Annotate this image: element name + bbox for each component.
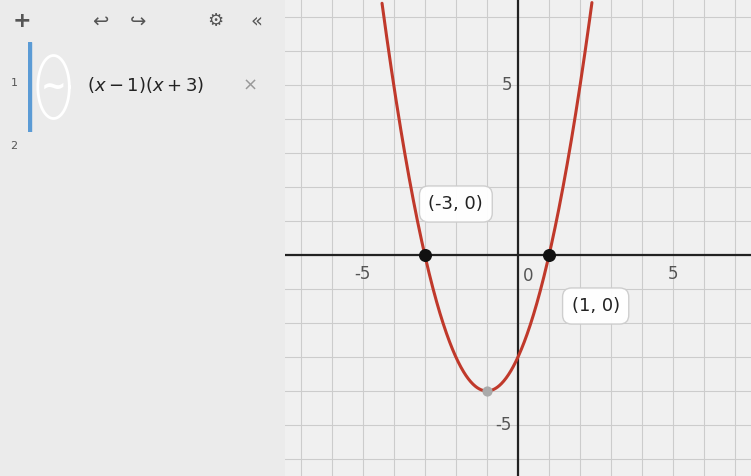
Point [543, 251, 555, 259]
Text: 2: 2 [11, 141, 17, 151]
Text: -5: -5 [354, 265, 371, 283]
Text: +: + [13, 11, 32, 31]
Text: ↩: ↩ [92, 11, 108, 30]
Bar [28, 42, 31, 132]
Text: -5: -5 [496, 416, 511, 434]
Text: $(x-1)(x+3)$: $(x-1)(x+3)$ [87, 75, 204, 95]
Text: (-3, 0): (-3, 0) [429, 195, 483, 213]
Text: 5: 5 [668, 265, 679, 283]
Text: «: « [251, 11, 263, 30]
Text: 1: 1 [11, 78, 17, 88]
Text: ↪: ↪ [130, 11, 146, 30]
Text: ~: ~ [41, 72, 66, 101]
Point [481, 387, 493, 395]
Text: 5: 5 [501, 76, 511, 94]
Text: 0: 0 [523, 267, 533, 285]
Text: (1, 0): (1, 0) [572, 297, 620, 315]
Text: ×: × [243, 76, 258, 94]
Text: ⚙: ⚙ [207, 12, 223, 30]
Point [419, 251, 431, 259]
